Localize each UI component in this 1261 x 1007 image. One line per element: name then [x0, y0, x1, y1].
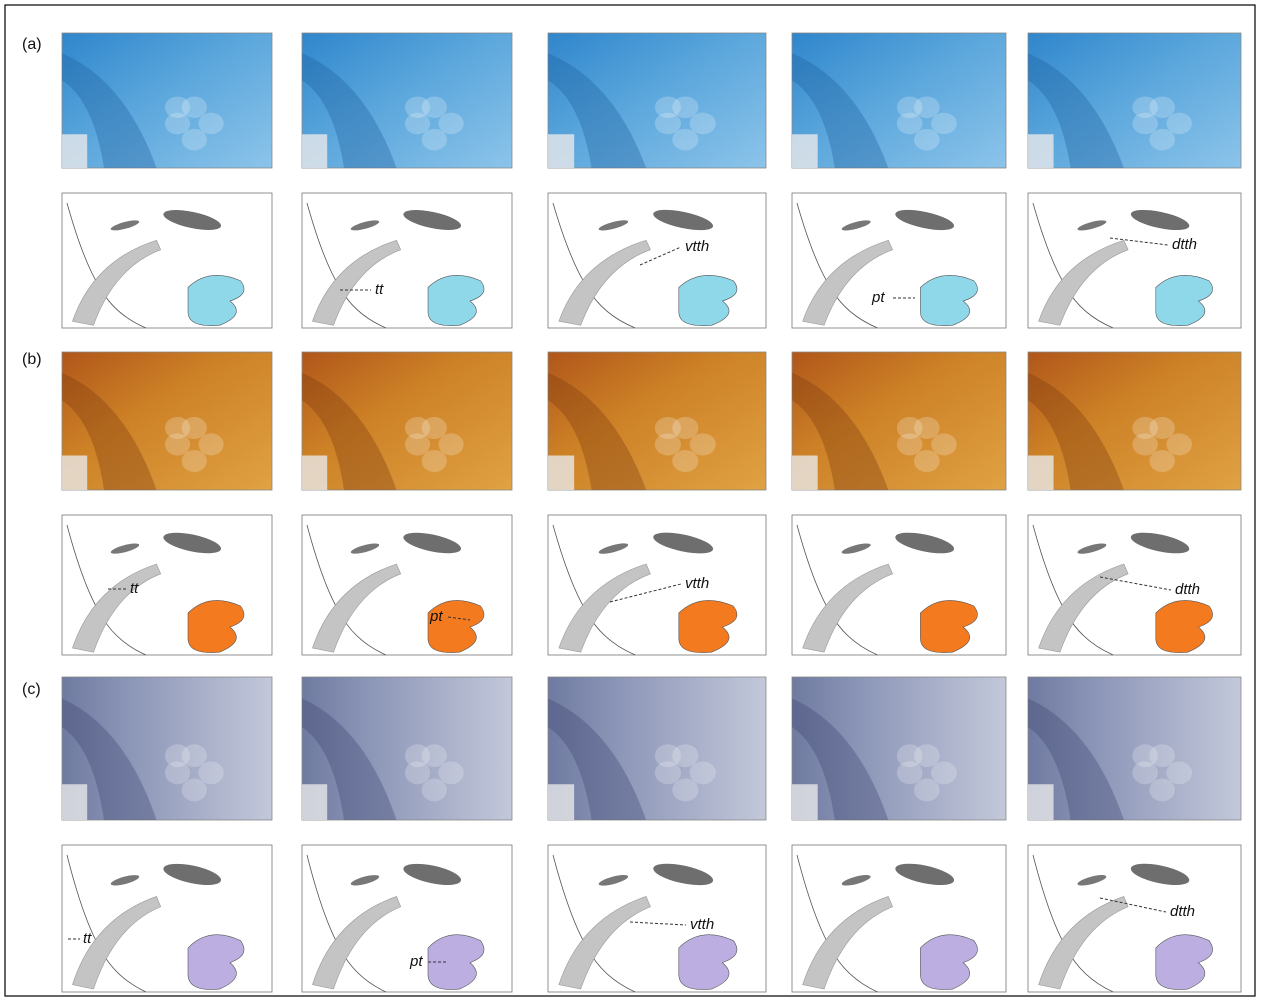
photo-pale-corner [62, 134, 87, 168]
photo-bundle [1149, 744, 1175, 767]
annotation-label: tt [130, 580, 139, 597]
photo-bundle [182, 779, 207, 802]
photo-bundle [655, 433, 681, 455]
photo-bundle [672, 129, 698, 151]
photo-bundle [422, 417, 447, 439]
photo-bundle [405, 113, 430, 135]
annotation-label: vtth [685, 238, 709, 255]
photo-bundle [672, 779, 698, 802]
photo-pale-corner [792, 784, 818, 820]
figure: (a) tt vtth pt dtth (b) tt pt vtth dtth (c) tt pt vtt… [0, 0, 1261, 1002]
photo-bundle [199, 433, 224, 455]
photo-pale-corner [792, 134, 818, 168]
photo-bundle [199, 761, 224, 784]
annotation-label: tt [375, 281, 384, 298]
photo-bundle [165, 113, 190, 135]
photo-pale-corner [1028, 456, 1054, 491]
photo-bundle [422, 450, 447, 472]
photo-bundle [182, 417, 207, 439]
photo-bundle [1149, 417, 1175, 439]
photo-bundle [422, 129, 447, 151]
photo-bundle [1149, 779, 1175, 802]
photo-pale-corner [548, 456, 574, 491]
annotation-label: pt [871, 289, 885, 306]
photo-bundle [439, 113, 464, 135]
photo-bundle [165, 433, 190, 455]
photo-pale-corner [548, 784, 574, 820]
photo-bundle [422, 744, 447, 767]
photo-bundle [672, 744, 698, 767]
photo-bundle [1149, 96, 1175, 118]
photo-bundle [931, 433, 957, 455]
photo-bundle [914, 129, 940, 151]
photo-bundle [405, 761, 430, 784]
photo-bundle [165, 761, 190, 784]
photo-bundle [1132, 113, 1158, 135]
photo-bundle [1149, 129, 1175, 151]
annotation-label: dtth [1170, 903, 1195, 920]
photo-bundle [914, 450, 940, 472]
photo-bundle [655, 761, 681, 784]
photo-pale-corner [302, 456, 327, 491]
annotation-label: pt [409, 953, 423, 970]
photo-bundle [182, 129, 207, 151]
photo-bundle [439, 433, 464, 455]
photo-bundle [914, 744, 940, 767]
annotation-label: pt [429, 608, 443, 625]
photo-bundle [439, 761, 464, 784]
photo-bundle [914, 417, 940, 439]
photo-bundle [897, 761, 923, 784]
photo-bundle [182, 744, 207, 767]
photo-bundle [914, 779, 940, 802]
photo-bundle [1166, 113, 1192, 135]
photo-bundle [897, 433, 923, 455]
photo-bundle [931, 113, 957, 135]
photo-bundle [690, 433, 716, 455]
photo-bundle [1149, 450, 1175, 472]
photo-pale-corner [302, 134, 327, 168]
photo-pale-corner [302, 784, 327, 820]
photo-pale-corner [62, 456, 87, 491]
photo-bundle [672, 417, 698, 439]
photo-bundle [690, 113, 716, 135]
annotation-label: tt [83, 930, 92, 947]
photo-bundle [182, 450, 207, 472]
photo-bundle [422, 96, 447, 118]
photo-bundle [1132, 761, 1158, 784]
annotation-label: dtth [1175, 581, 1200, 598]
panel-label: (a) [22, 36, 42, 53]
photo-bundle [405, 433, 430, 455]
photo-bundle [422, 779, 447, 802]
annotation-label: vtth [685, 575, 709, 592]
photo-pale-corner [792, 456, 818, 491]
photo-pale-corner [548, 134, 574, 168]
photo-bundle [914, 96, 940, 118]
photo-bundle [1166, 433, 1192, 455]
annotation-label: vtth [690, 916, 714, 933]
photo-bundle [182, 96, 207, 118]
photo-pale-corner [1028, 784, 1054, 820]
photo-bundle [897, 113, 923, 135]
panel-label: (b) [22, 351, 42, 368]
annotation-label: dtth [1172, 236, 1197, 253]
photo-bundle [690, 761, 716, 784]
photo-pale-corner [1028, 134, 1054, 168]
photo-bundle [1166, 761, 1192, 784]
photo-bundle [1132, 433, 1158, 455]
photo-bundle [672, 450, 698, 472]
photo-bundle [199, 113, 224, 135]
photo-pale-corner [62, 784, 87, 820]
photo-bundle [672, 96, 698, 118]
photo-bundle [655, 113, 681, 135]
photo-bundle [931, 761, 957, 784]
panel-label: (c) [22, 681, 41, 698]
